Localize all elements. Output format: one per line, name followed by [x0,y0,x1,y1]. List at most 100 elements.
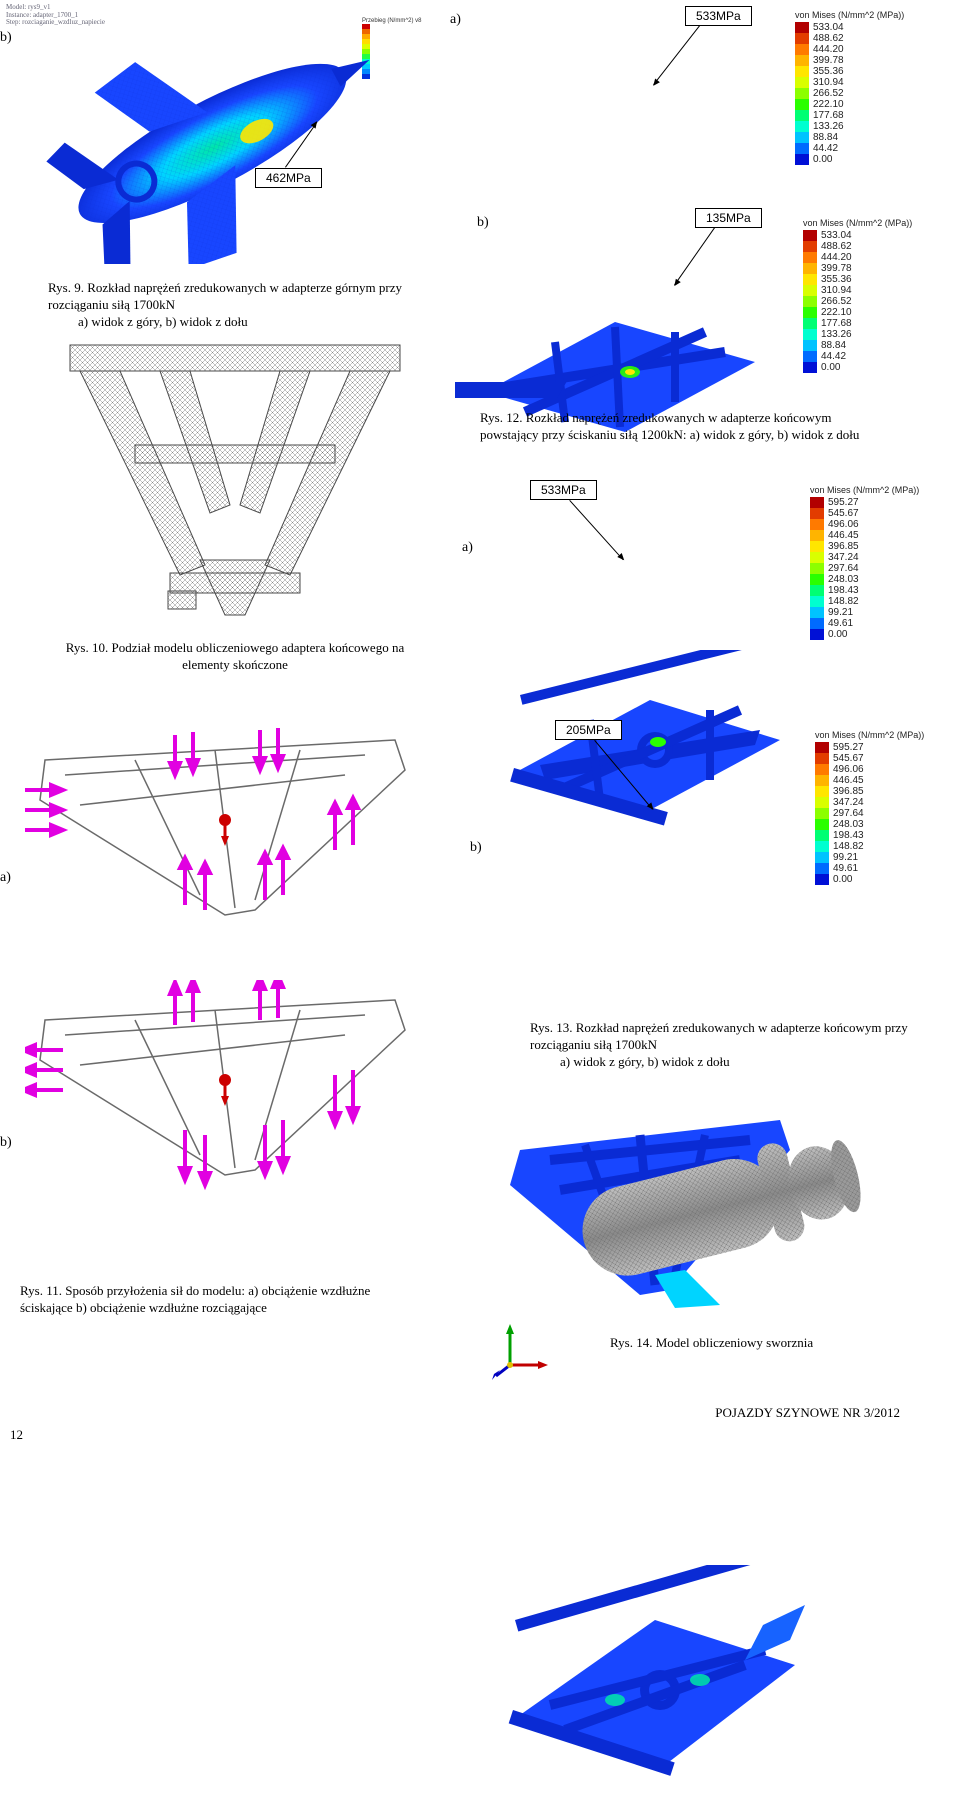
legend-value: 396.85 [828,541,859,552]
legend-value: 399.78 [813,55,844,66]
legend-swatch [815,808,829,819]
legend-row: 44.42 [803,351,912,362]
caption-rys14: Rys. 14. Model obliczeniowy sworznia [610,1335,930,1352]
caption-text: Rys. 11. Sposób przyłożenia sił do model… [20,1283,370,1315]
fea-rys13-b [495,1565,815,1815]
legend-row: 198.43 [810,585,919,596]
legend-swatch [803,307,817,318]
legend-row: 0.00 [810,629,919,640]
legend-swatch [810,530,824,541]
legend-swatch [810,552,824,563]
caption-text: Rys. 12. Rozkład naprężeń zredukowanych … [480,410,859,442]
page-number: 12 [10,1427,23,1443]
legend-row: 355.36 [803,274,912,285]
legend-swatch [803,263,817,274]
legend-swatch [795,44,809,55]
legend-value: 545.67 [828,508,859,519]
legend-title: von Mises (N/mm^2 (MPa)) [810,485,919,495]
legend-value: 496.06 [828,519,859,530]
legend-row: 99.21 [815,852,924,863]
legend-row: 446.45 [810,530,919,541]
legend-swatch [795,55,809,66]
legend-row: 49.61 [810,618,919,629]
legend-row: 0.00 [803,362,912,373]
legend-swatch [803,351,817,362]
arrow-533-mid [569,500,623,560]
legend-value: 88.84 [813,132,838,143]
subfig-label-b: b) [0,30,12,46]
legend-row: 297.64 [815,808,924,819]
load-diagram-a [25,720,425,935]
legend-swatch [803,285,817,296]
legend-value: 0.00 [813,154,832,165]
legend-value: 595.27 [828,497,859,508]
legend-value: 266.52 [821,296,852,307]
legend-row: 496.06 [815,764,924,775]
legend-row: 0.00 [795,154,904,165]
legend-value: 297.64 [833,808,864,819]
legend-value: 99.21 [833,852,858,863]
legend-value: 44.42 [821,351,846,362]
legend-swatch [810,519,824,530]
legend-row: 44.42 [795,143,904,154]
subfig-label-b-4: b) [0,1135,12,1151]
legend-swatch [803,296,817,307]
legend-swatch [795,110,809,121]
arrow-533-top [653,25,700,85]
legend-swatch [810,541,824,552]
legend-2: von Mises (N/mm^2 (MPa)) 533.04488.62444… [803,218,912,373]
legend-swatch [803,329,817,340]
mesh-rys10 [40,335,430,625]
subfig-label-a-2: a) [462,540,473,556]
legend-value: 49.61 [828,618,853,629]
legend-value: 396.85 [833,786,864,797]
caption-sub: a) widok z góry, b) widok z dołu [530,1054,910,1071]
legend-value: 148.82 [828,596,859,607]
legend-row: 133.26 [803,329,912,340]
legend-row: 222.10 [803,307,912,318]
legend-row: 355.36 [795,66,904,77]
legend-swatch [803,252,817,263]
legend-value: 0.00 [828,629,847,640]
legend-value: 347.24 [828,552,859,563]
legend-swatch [810,585,824,596]
legend-row: 198.43 [815,830,924,841]
callout-205: 205MPa [555,720,622,740]
legend-value: 444.20 [813,44,844,55]
legend-swatch [810,618,824,629]
legend-swatch [815,797,829,808]
legend-swatch [803,340,817,351]
legend-value: 133.26 [813,121,844,132]
legend-row: 222.10 [795,99,904,110]
caption-text: Rys. 10. Podział modelu obliczeniowego a… [66,640,404,672]
caption-rys10: Rys. 10. Podział modelu obliczeniowego a… [60,640,410,674]
legend-swatch [803,274,817,285]
legend-value: 310.94 [821,285,852,296]
subfig-label-a-3: a) [0,870,11,886]
legend-row: 248.03 [810,574,919,585]
legend-title: von Mises (N/mm^2 (MPa)) [795,10,904,20]
legend-row: 88.84 [803,340,912,351]
legend-row: 0.00 [815,874,924,885]
legend-row: 177.68 [803,318,912,329]
legend-value: 198.43 [828,585,859,596]
axis-triad-icon [490,1320,550,1380]
legend-swatch [795,132,809,143]
legend-swatch [795,66,809,77]
legend-row: 310.94 [803,285,912,296]
legend-value: 399.78 [821,263,852,274]
legend-row: 446.45 [815,775,924,786]
legend-swatch [795,121,809,132]
legend-swatch [795,88,809,99]
callout-533-top: 533MPa [685,6,752,26]
legend-swatch [815,775,829,786]
legend-value: 297.64 [828,563,859,574]
legend-swatch [810,607,824,618]
legend-value: 49.61 [833,863,858,874]
caption-text: Rys. 13. Rozkład naprężeń zredukowanych … [530,1020,910,1054]
legend-value: 222.10 [821,307,852,318]
legend-swatch [810,497,824,508]
legend-swatch [815,764,829,775]
legend-value: 355.36 [821,274,852,285]
legend-row: 396.85 [810,541,919,552]
